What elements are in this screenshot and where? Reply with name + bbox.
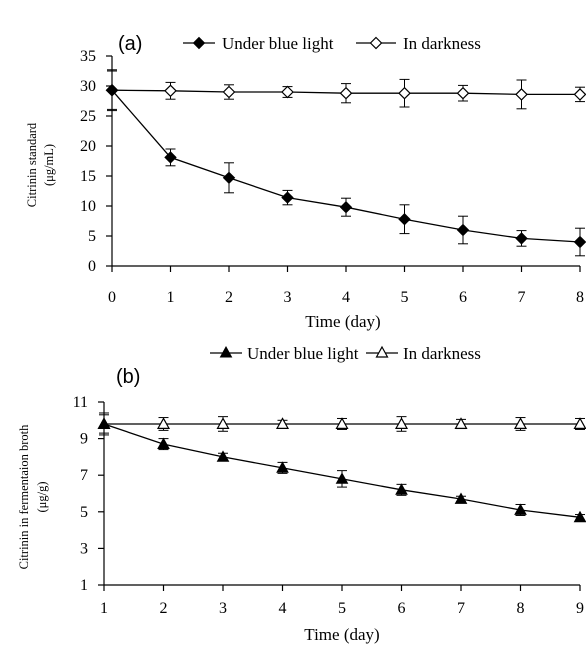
y-axis-a-title-line2: (μg/mL): [42, 144, 56, 186]
x-tick-label-a: 2: [225, 289, 233, 306]
y-tick-label-a: 0: [88, 258, 96, 275]
data-point-marker: [515, 88, 528, 101]
x-tick-label-a: 8: [576, 289, 584, 306]
series-b-under-blue-light: [97, 412, 586, 523]
y-axis-b-title-line1: Citrinin in fermentaion broth: [17, 424, 31, 570]
data-point-marker: [156, 417, 171, 429]
x-tick-label-b: 8: [517, 600, 525, 617]
y-tick-label-b: 5: [80, 504, 88, 521]
y-tick-label-b: 3: [80, 540, 88, 557]
data-point-marker: [454, 417, 468, 429]
panel-b-legend: Under blue light In darkness: [210, 344, 481, 363]
data-point-marker: [456, 86, 470, 100]
data-point-marker: [398, 212, 411, 226]
y-tick-label-a: 5: [88, 228, 96, 245]
y-tick-label-b: 7: [80, 467, 88, 484]
y-tick-label-b: 1: [80, 577, 88, 594]
data-point-marker: [573, 510, 586, 523]
data-point-marker: [395, 483, 408, 495]
panel-b-chart: (b) Under blue light In darkness Citrini…: [17, 344, 586, 644]
x-tick-label-b: 5: [338, 600, 346, 617]
legend-a-open-diamond-marker: [369, 36, 383, 50]
data-point-marker: [573, 417, 586, 429]
data-point-marker: [216, 450, 230, 462]
x-tick-label-b: 7: [457, 600, 465, 617]
data-point-marker: [339, 86, 353, 100]
y-tick-label-a: 15: [80, 168, 96, 185]
data-point-marker: [105, 83, 119, 97]
y-tick-label-a: 25: [80, 108, 96, 125]
data-point-marker: [222, 171, 236, 185]
panel-a-label: (a): [118, 33, 142, 55]
y-axis-a-title-line1: Citrinin standard: [25, 122, 39, 207]
data-point-marker: [515, 232, 528, 245]
panel-a-y-axis-title: Citrinin standard (μg/mL): [25, 122, 56, 207]
data-point-marker: [335, 472, 349, 484]
x-tick-label-a: 7: [518, 289, 526, 306]
y-tick-label-a: 35: [80, 48, 96, 65]
x-tick-label-b: 1: [100, 600, 108, 617]
x-tick-label-b: 2: [160, 600, 168, 617]
series-a-under-blue-light: [105, 70, 586, 257]
legend-b-in-darkness: In darkness: [403, 344, 481, 363]
series-line: [111, 89, 581, 243]
data-point-marker: [222, 85, 236, 99]
data-point-marker: [97, 417, 111, 429]
panel-b-y-axis-title: Citrinin in fermentaion broth (μg/g): [17, 424, 49, 570]
series-a-in-darkness: [105, 69, 586, 112]
panel-a-chart: (a) Under blue light In darkness Citrini…: [25, 33, 586, 331]
data-point-marker: [276, 461, 289, 473]
data-point-marker: [275, 417, 290, 429]
x-tick-label-b: 9: [576, 600, 584, 617]
panel-b-label: (b): [116, 366, 140, 388]
data-point-marker: [513, 417, 528, 429]
data-point-marker: [573, 88, 586, 101]
legend-a-in-darkness: In darkness: [403, 34, 481, 53]
legend-a-under-blue-light: Under blue light: [222, 34, 334, 53]
data-point-marker: [573, 235, 586, 249]
data-point-marker: [456, 223, 470, 237]
legend-b-filled-triangle-marker: [219, 345, 233, 358]
data-point-marker: [394, 417, 409, 429]
data-point-marker: [514, 503, 527, 515]
data-point-marker: [157, 437, 170, 449]
x-tick-label-a: 3: [284, 289, 292, 306]
y-tick-label-b: 9: [80, 431, 88, 448]
data-point-marker: [398, 86, 411, 100]
x-tick-label-a: 6: [459, 289, 467, 306]
data-point-marker: [164, 84, 177, 98]
data-point-marker: [454, 492, 468, 504]
data-point-marker: [335, 417, 349, 429]
y-tick-label-a: 20: [80, 138, 96, 155]
x-axis-a-title: Time (day): [305, 312, 380, 331]
legend-b-under-blue-light: Under blue light: [247, 344, 359, 363]
y-tick-label-b: 11: [73, 394, 88, 411]
legend-b-open-triangle-marker: [375, 345, 389, 358]
data-point-marker: [216, 417, 230, 429]
data-point-marker: [281, 85, 294, 99]
x-tick-label-a: 5: [401, 289, 409, 306]
x-axis-b-title: Time (day): [304, 625, 379, 644]
y-axis-b-title-line2: (μg/g): [35, 482, 49, 513]
x-tick-label-a: 1: [167, 289, 175, 306]
x-tick-label-a: 0: [108, 289, 116, 306]
legend-a-filled-diamond-marker: [192, 36, 206, 50]
x-tick-label-b: 6: [398, 600, 406, 617]
series-b-in-darkness: [97, 414, 586, 434]
data-point-marker: [281, 191, 294, 204]
x-tick-label-a: 4: [342, 289, 350, 306]
y-tick-label-a: 30: [80, 78, 96, 95]
x-tick-label-b: 4: [279, 600, 287, 617]
x-tick-label-b: 3: [219, 600, 227, 617]
data-point-marker: [164, 151, 177, 164]
panel-a-legend: Under blue light In darkness: [183, 34, 481, 53]
y-tick-label-a: 10: [80, 198, 96, 215]
data-point-marker: [339, 200, 353, 214]
